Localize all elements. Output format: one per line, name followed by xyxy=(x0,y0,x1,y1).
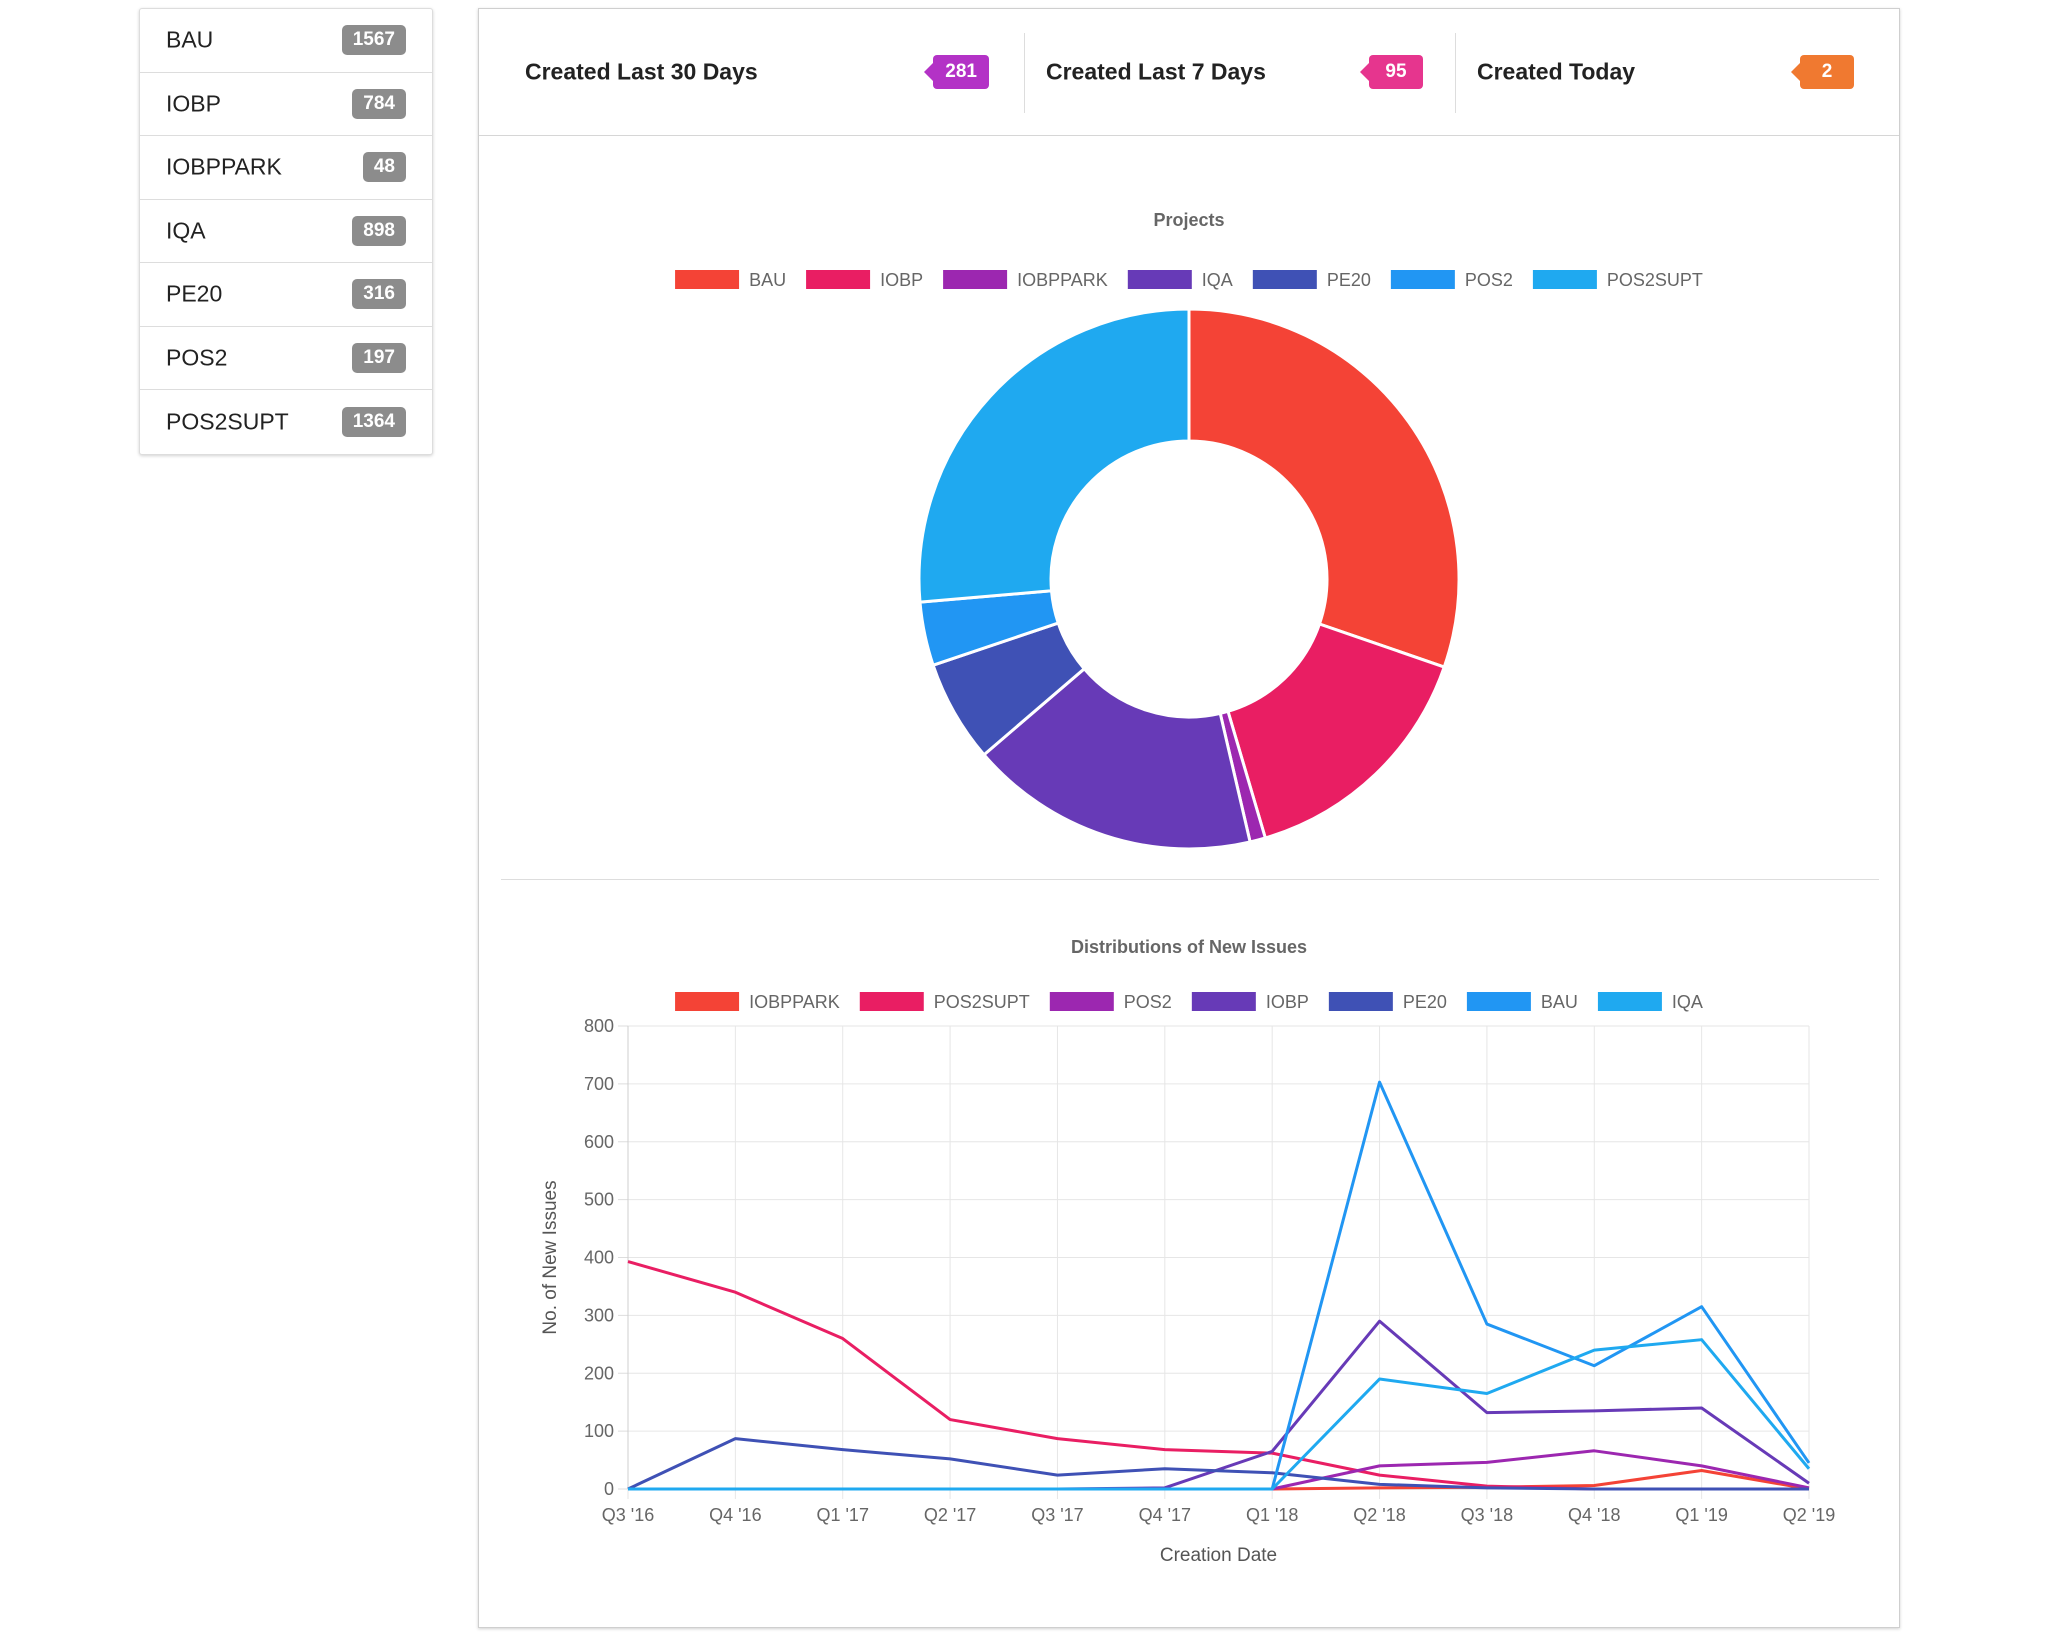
legend-swatch[interactable] xyxy=(806,270,871,289)
legend-swatch[interactable] xyxy=(1252,270,1317,289)
stat-label: Created Last 7 Days xyxy=(1046,58,1266,85)
legend-swatch[interactable] xyxy=(1532,270,1597,289)
chart-title: Distributions of New Issues xyxy=(1071,937,1307,957)
legend-label: IOBP xyxy=(1266,992,1309,1012)
stat-badge: 2 xyxy=(1791,55,1854,89)
series-line-iobppark[interactable] xyxy=(628,1468,1810,1491)
series-line-pe20[interactable] xyxy=(627,1437,1809,1491)
y-tick-label: 0 xyxy=(604,1479,614,1499)
series-line-bau[interactable] xyxy=(628,1080,1811,1491)
stat-last-30-days: Created Last 30 Days 281 xyxy=(525,9,989,135)
donut-slice-bau[interactable] xyxy=(1187,307,1461,669)
legend-label: POS2 xyxy=(1124,992,1172,1012)
project-list-item[interactable]: PE20 316 xyxy=(140,263,432,327)
legend-label: PE20 xyxy=(1403,992,1447,1012)
stat-badge: 95 xyxy=(1360,55,1423,89)
project-list-item[interactable]: IQA 898 xyxy=(140,200,432,263)
stat-label: Created Last 30 Days xyxy=(525,58,758,85)
stat-separator xyxy=(1455,33,1456,113)
project-list-item[interactable]: IOBP 784 xyxy=(140,73,432,136)
x-tick-label: Q2 '19 xyxy=(1783,1505,1835,1525)
project-list-item[interactable]: BAU 1567 xyxy=(140,9,432,73)
legend-swatch[interactable] xyxy=(1597,992,1662,1011)
legend-swatch[interactable] xyxy=(1127,270,1192,289)
x-axis-label: Creation Date xyxy=(1160,1545,1277,1566)
project-name: POS2 xyxy=(166,344,228,371)
legend-label: IOBP xyxy=(880,270,923,290)
stat-today: Created Today 2 xyxy=(1477,9,1854,135)
y-tick-label: 800 xyxy=(584,1016,614,1036)
project-name: IOBP xyxy=(166,90,221,117)
legend-swatch[interactable] xyxy=(1191,992,1256,1011)
legend-swatch[interactable] xyxy=(859,992,924,1011)
project-count-badge: 1567 xyxy=(341,25,406,56)
projects-donut-chart: Projects BAU IOBP IOBPPARK IQA PE20 POS2 POS2SU… xyxy=(675,210,1703,851)
project-list-item[interactable]: POS2 197 xyxy=(140,327,432,390)
project-count-badge: 784 xyxy=(352,88,406,119)
legend-swatch[interactable] xyxy=(1390,270,1455,289)
y-tick-label: 300 xyxy=(584,1305,614,1325)
legend-label: POS2SUPT xyxy=(934,992,1030,1012)
legend-label: IOBPPARK xyxy=(749,992,840,1012)
legend-label: IQA xyxy=(1672,992,1703,1012)
y-tick-label: 700 xyxy=(584,1074,614,1094)
stats-bar: Created Last 30 Days 281 Created Last 7 … xyxy=(479,9,1899,136)
y-tick-label: 400 xyxy=(584,1248,614,1268)
legend-swatch[interactable] xyxy=(1466,992,1531,1011)
legend-swatch[interactable] xyxy=(1328,992,1393,1011)
legend-label: POS2 xyxy=(1465,270,1513,290)
project-count-badge: 898 xyxy=(352,215,406,246)
stat-label: Created Today xyxy=(1477,58,1636,85)
y-tick-label: 100 xyxy=(584,1421,614,1441)
project-list: BAU 1567 IOBP 784 IOBPPARK 48 IQA 898 PE20 316 POS… xyxy=(139,8,433,455)
x-tick-label: Q3 '17 xyxy=(1031,1505,1083,1525)
x-tick-label: Q4 '16 xyxy=(709,1505,761,1525)
series-line-iqa[interactable] xyxy=(628,1338,1811,1491)
project-name: IOBPPARK xyxy=(166,153,282,180)
legend-swatch[interactable] xyxy=(675,270,740,289)
dashboard-panel: Created Last 30 Days 281 Created Last 7 … xyxy=(478,8,1900,1628)
legend-swatch[interactable] xyxy=(675,992,740,1011)
x-tick-label: Q1 '17 xyxy=(816,1505,868,1525)
x-tick-label: Q4 '17 xyxy=(1139,1505,1191,1525)
stat-badge: 281 xyxy=(924,55,989,89)
donut-slice-iobp[interactable] xyxy=(1226,622,1447,840)
legend-label: PE20 xyxy=(1327,270,1371,290)
project-name: POS2SUPT xyxy=(166,408,289,435)
project-count-badge: 1364 xyxy=(341,406,406,437)
x-tick-label: Q3 '16 xyxy=(602,1505,654,1525)
legend-label: BAU xyxy=(749,270,786,290)
legend-label: IQA xyxy=(1202,270,1233,290)
x-tick-label: Q1 '19 xyxy=(1675,1505,1727,1525)
x-tick-label: Q3 '18 xyxy=(1461,1505,1513,1525)
y-axis-label: No. of New Issues xyxy=(540,1180,561,1334)
x-tick-label: Q2 '17 xyxy=(924,1505,976,1525)
y-tick-label: 600 xyxy=(584,1132,614,1152)
project-name: PE20 xyxy=(166,280,223,307)
project-name: IQA xyxy=(166,217,206,244)
donut-slice-pos2supt[interactable] xyxy=(917,307,1191,604)
legend-label: IOBPPARK xyxy=(1017,270,1108,290)
project-name: BAU xyxy=(166,26,214,53)
x-tick-label: Q1 '18 xyxy=(1246,1505,1298,1525)
legend-swatch[interactable] xyxy=(1049,992,1114,1011)
chart-divider xyxy=(501,879,1879,880)
y-tick-label: 500 xyxy=(584,1190,614,1210)
chart-title: Projects xyxy=(1153,210,1224,230)
y-tick-label: 200 xyxy=(584,1363,614,1383)
project-count-badge: 48 xyxy=(362,152,406,183)
legend-label: BAU xyxy=(1541,992,1578,1012)
donut-slice-iqa[interactable] xyxy=(981,666,1252,851)
project-count-badge: 316 xyxy=(352,279,406,310)
project-count-badge: 197 xyxy=(352,342,406,373)
x-tick-label: Q2 '18 xyxy=(1353,1505,1405,1525)
project-list-item[interactable]: POS2SUPT 1364 xyxy=(140,390,432,454)
stat-last-7-days: Created Last 7 Days 95 xyxy=(1046,9,1423,135)
issues-line-chart: Distributions of New Issues IOBPPARK POS2S… xyxy=(540,937,1835,1566)
legend-swatch[interactable] xyxy=(943,270,1008,289)
project-list-item[interactable]: IOBPPARK 48 xyxy=(140,136,432,200)
legend-label: POS2SUPT xyxy=(1607,270,1703,290)
x-tick-label: Q4 '18 xyxy=(1568,1505,1620,1525)
stat-separator xyxy=(1024,33,1025,113)
